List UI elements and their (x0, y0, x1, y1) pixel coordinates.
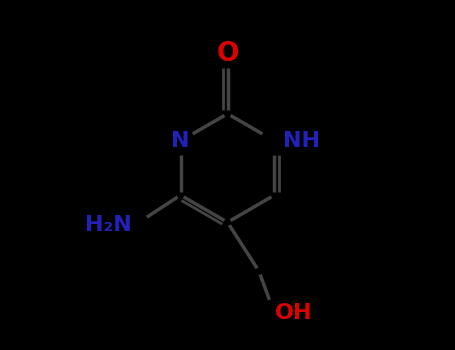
Text: OH: OH (275, 303, 312, 323)
Text: H₂N: H₂N (85, 215, 131, 235)
Text: O: O (216, 41, 239, 66)
Text: NH: NH (283, 131, 320, 151)
Text: N: N (171, 131, 190, 151)
